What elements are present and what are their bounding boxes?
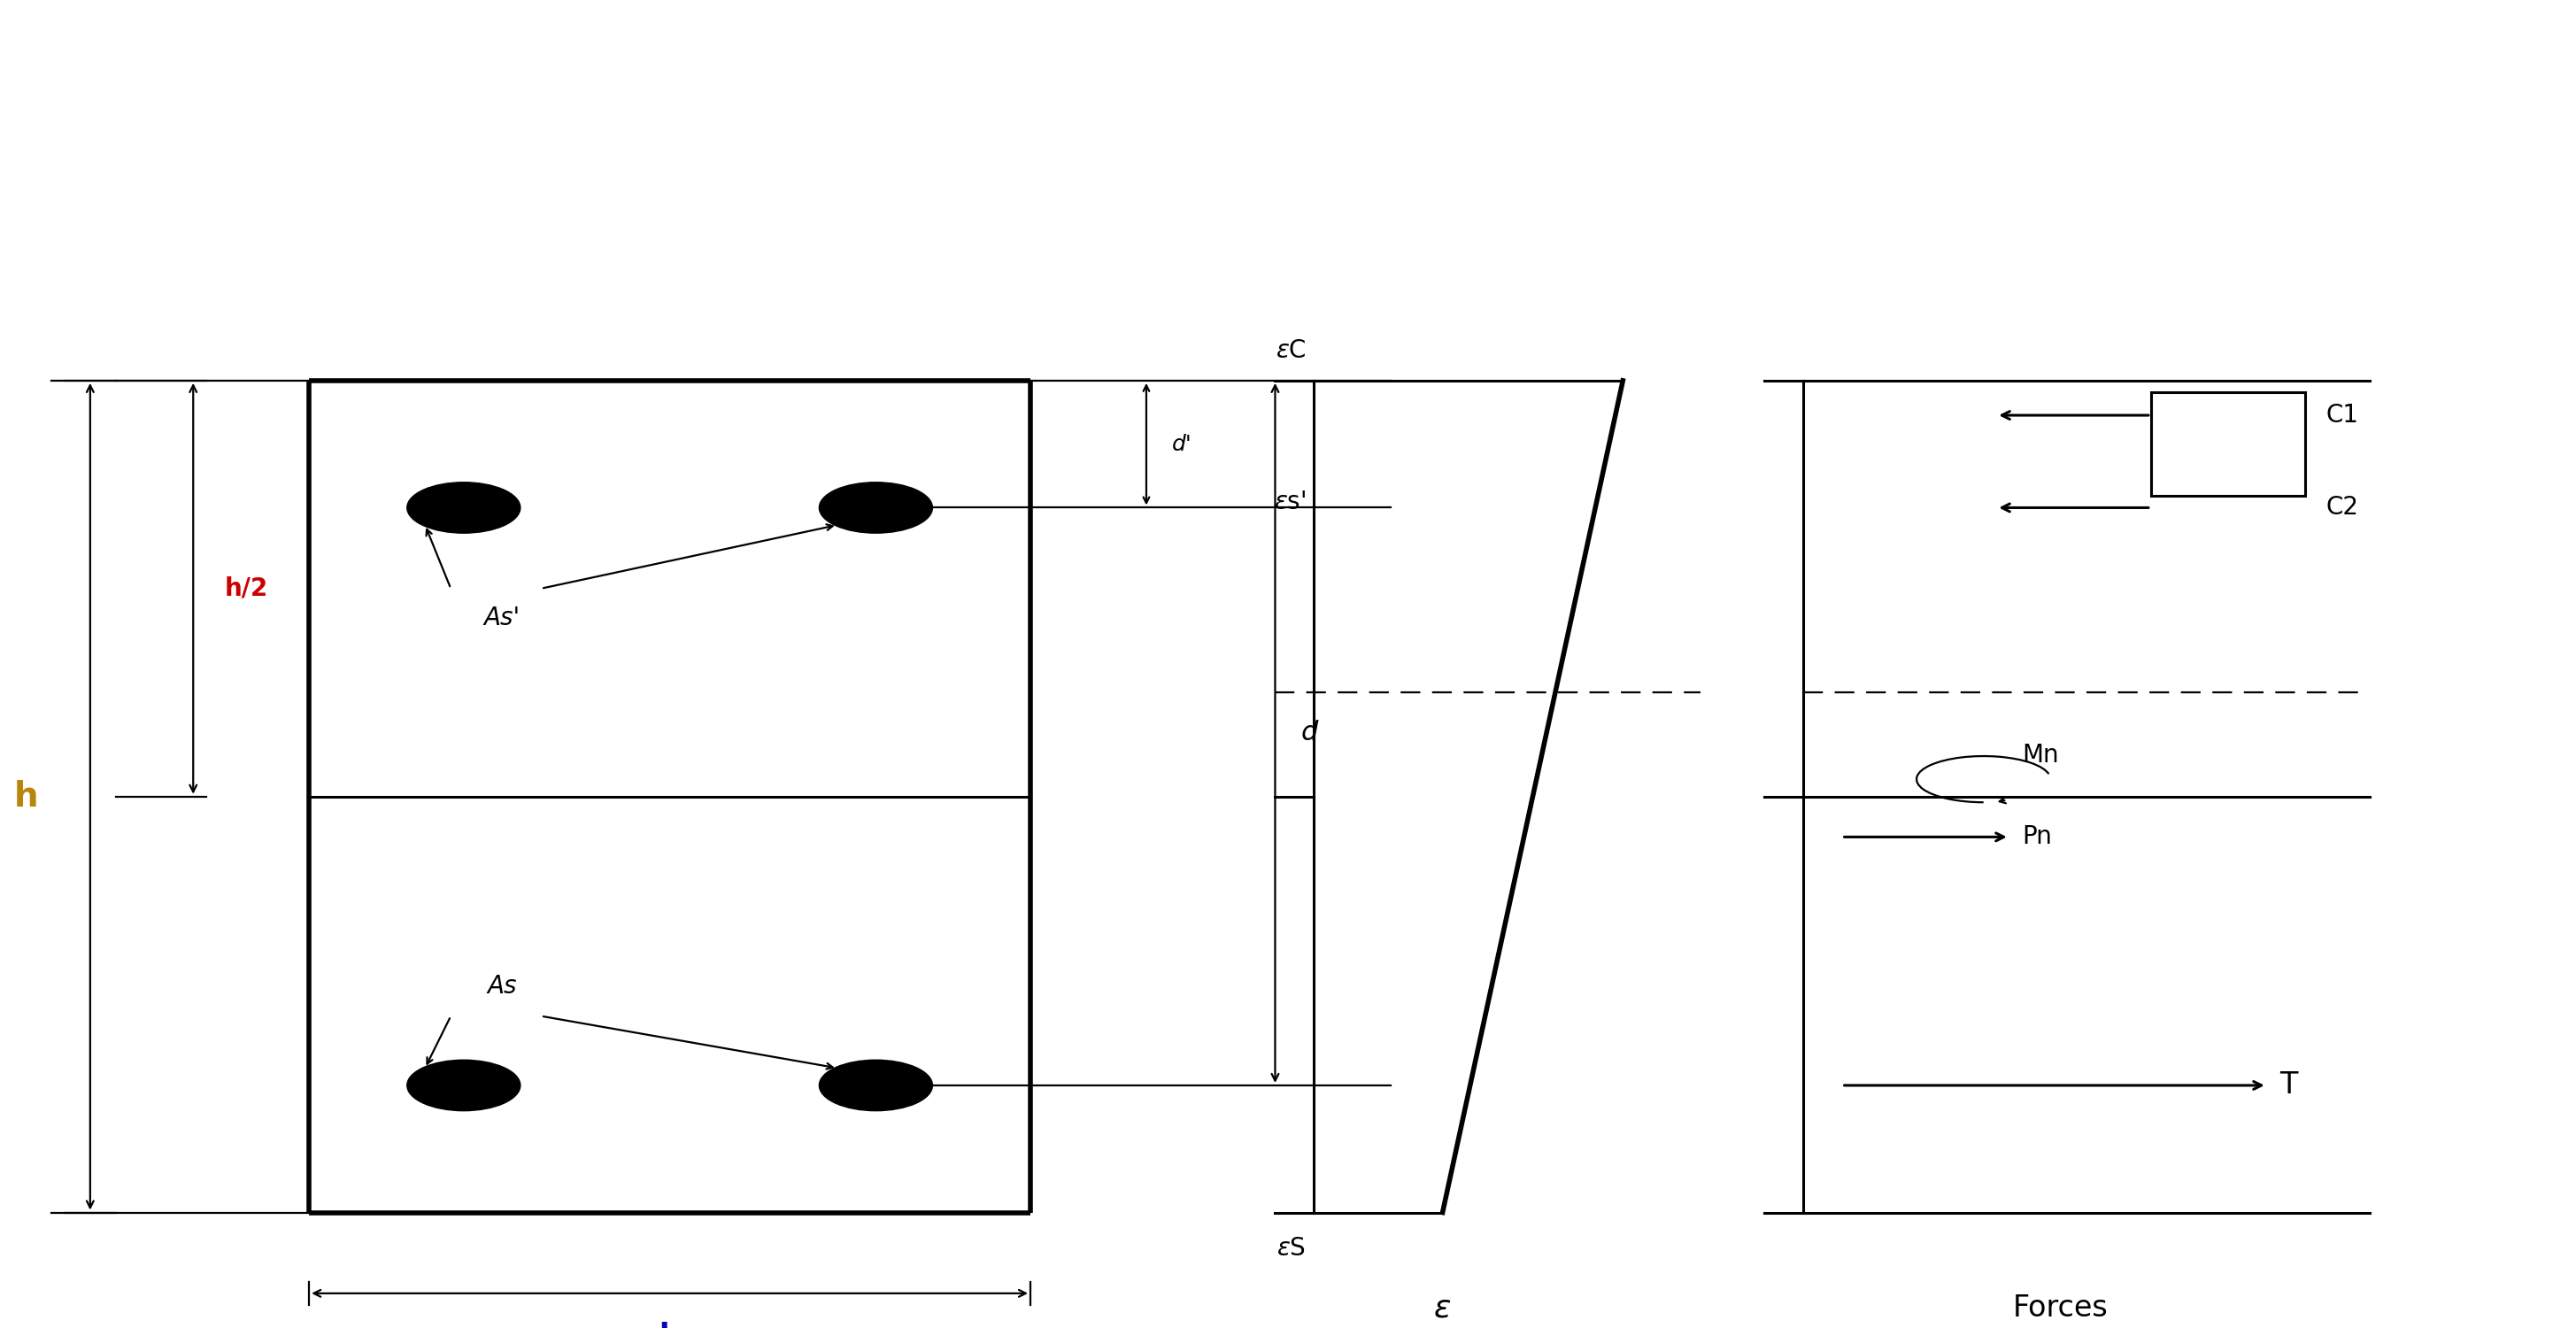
- Text: Forces: Forces: [2012, 1293, 2110, 1323]
- Text: Mn: Mn: [2022, 742, 2058, 768]
- Circle shape: [407, 482, 520, 533]
- Circle shape: [819, 1060, 933, 1110]
- Text: Beam Column Design Spreadsheet To ACI-318 And ACI-350: Beam Column Design Spreadsheet To ACI-31…: [70, 58, 2506, 131]
- Bar: [2151, 392, 2306, 497]
- Text: $\varepsilon$S: $\varepsilon$S: [1278, 1235, 1306, 1260]
- Circle shape: [407, 1060, 520, 1110]
- Text: h/2: h/2: [224, 576, 268, 602]
- Text: As': As': [484, 606, 520, 631]
- Text: C1: C1: [2326, 402, 2360, 428]
- Text: $\varepsilon$s': $\varepsilon$s': [1275, 490, 1306, 514]
- Text: T: T: [2280, 1070, 2298, 1100]
- Text: Pn: Pn: [2022, 825, 2053, 850]
- Text: $\varepsilon$: $\varepsilon$: [1435, 1293, 1450, 1324]
- Text: As: As: [487, 973, 518, 999]
- Text: b: b: [659, 1323, 680, 1328]
- Circle shape: [819, 482, 933, 533]
- Text: $\varepsilon$C: $\varepsilon$C: [1275, 339, 1306, 364]
- Text: d: d: [1301, 720, 1319, 746]
- Text: h: h: [15, 780, 39, 813]
- Text: d': d': [1172, 433, 1193, 454]
- Text: C2: C2: [2326, 495, 2360, 521]
